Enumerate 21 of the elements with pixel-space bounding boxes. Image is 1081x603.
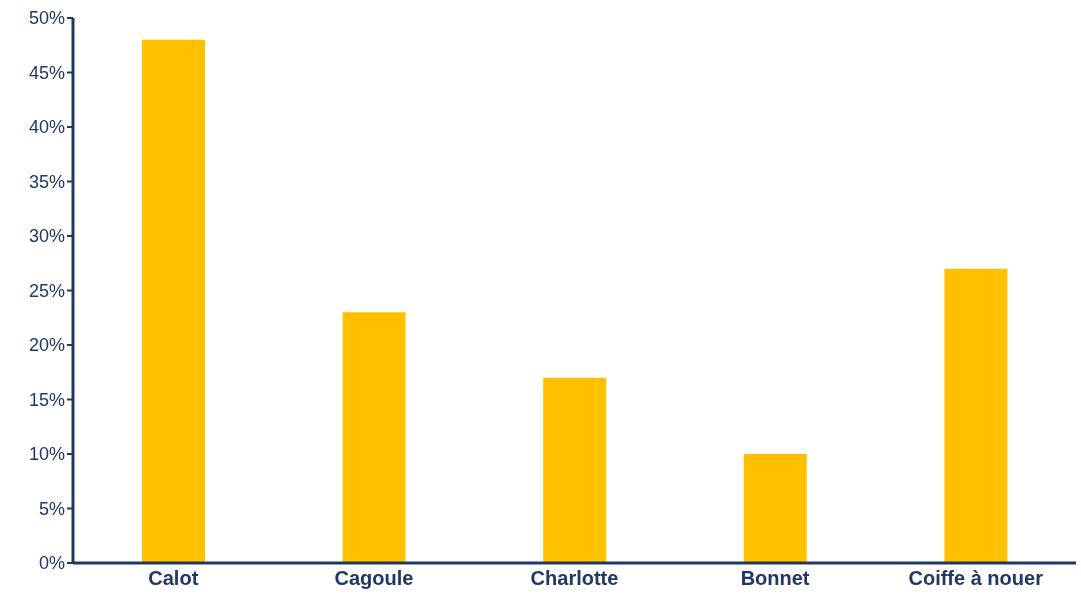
x-tick-label: Coiffe à nouer [908, 567, 1044, 590]
y-tick-label: 10% [28, 444, 65, 465]
x-tick-label: Charlotte [530, 567, 619, 590]
bar [543, 377, 607, 563]
bar [743, 454, 807, 563]
x-tick-label: Cagoule [334, 567, 414, 590]
bar [142, 39, 205, 563]
y-tick-label: 20% [28, 335, 65, 356]
y-tick-label: 5% [38, 498, 65, 519]
bar [944, 268, 1008, 563]
y-tick-label: 50% [28, 8, 65, 29]
y-tick-label: 15% [28, 389, 65, 410]
y-tick-label: 0% [38, 553, 65, 574]
y-tick-label: 45% [28, 62, 65, 83]
y-tick-label: 30% [28, 226, 65, 247]
y-tick-label: 40% [28, 117, 65, 138]
x-tick-label: Calot [148, 567, 199, 590]
y-tick-label: 25% [28, 280, 65, 301]
y-tick-label: 35% [28, 171, 65, 192]
bar [342, 312, 406, 563]
x-tick-label: Bonnet [740, 567, 810, 590]
